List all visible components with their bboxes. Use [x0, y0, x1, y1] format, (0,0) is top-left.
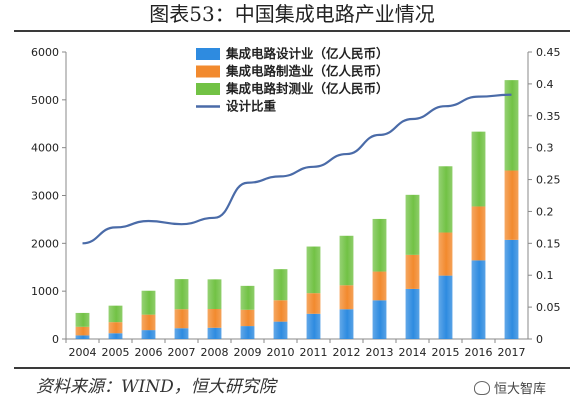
bar-packaging: [339, 235, 354, 286]
bar-packaging: [174, 279, 189, 310]
y-tick-label: 3000: [31, 190, 59, 203]
bar-packaging: [207, 279, 222, 310]
bar-packaging: [405, 194, 420, 255]
legend-label: 集成电路封测业（亿人民币）: [225, 81, 389, 96]
bar-manufacture: [207, 309, 222, 328]
y2-tick-label: 0.25: [536, 174, 561, 187]
legend-swatch: [196, 83, 220, 95]
bar-manufacture: [504, 170, 519, 240]
bar-design: [108, 333, 123, 339]
bar-packaging: [306, 246, 321, 294]
y2-tick-label: 0.35: [536, 110, 561, 123]
bar-packaging: [504, 80, 519, 171]
y2-tick-label: 0.3: [536, 142, 554, 155]
y-tick-label: 4000: [31, 142, 59, 155]
bar-manufacture: [372, 271, 387, 301]
x-tick-label: 2006: [135, 346, 163, 359]
x-tick-label: 2012: [333, 346, 361, 359]
x-tick-label: 2005: [102, 346, 130, 359]
bar-manufacture: [339, 285, 354, 310]
bar-design: [207, 327, 222, 339]
x-tick-label: 2015: [432, 346, 460, 359]
bar-manufacture: [75, 326, 90, 336]
x-tick-label: 2004: [69, 346, 97, 359]
title-divider: [14, 30, 570, 32]
bar-design: [75, 335, 90, 339]
y-tick-label: 1000: [31, 285, 59, 298]
bar-packaging: [438, 166, 453, 233]
x-tick-label: 2010: [267, 346, 295, 359]
bar-design: [141, 330, 156, 339]
legend-swatch: [196, 65, 220, 78]
bar-design: [471, 260, 486, 339]
y2-tick-label: 0.2: [536, 205, 554, 218]
bar-packaging: [240, 285, 255, 310]
wechat-icon: [474, 380, 490, 395]
bar-packaging: [108, 305, 123, 323]
bar-packaging: [372, 218, 387, 272]
x-tick-label: 2011: [300, 346, 328, 359]
legend-swatch: [196, 48, 220, 60]
watermark-text: 恒大智库: [494, 382, 547, 397]
y2-tick-label: 0.45: [536, 46, 561, 59]
bar-design: [174, 328, 189, 339]
y2-tick-label: 0.4: [536, 78, 554, 91]
watermark: 恒大智库: [474, 378, 546, 397]
bar-manufacture: [306, 293, 321, 314]
bar-packaging: [471, 131, 486, 207]
y2-tick-label: 0.15: [536, 237, 561, 250]
bar-design: [339, 309, 354, 339]
bar-design: [405, 288, 420, 339]
bar-packaging: [273, 269, 288, 301]
y2-tick-label: 0.1: [536, 269, 554, 282]
bar-manufacture: [141, 314, 156, 331]
bar-packaging: [141, 290, 156, 315]
legend-label: 集成电路设计业（亿人民币）: [225, 46, 389, 61]
bar-manufacture: [438, 232, 453, 276]
x-tick-label: 2014: [399, 346, 427, 359]
bar-design: [372, 300, 387, 339]
bar-design: [504, 239, 519, 339]
bar-manufacture: [240, 309, 255, 327]
x-tick-label: 2017: [498, 346, 526, 359]
bar-manufacture: [108, 322, 123, 334]
x-tick-label: 2009: [234, 346, 262, 359]
y2-tick-label: 0: [536, 333, 543, 346]
series-line-design-ratio: [82, 93, 512, 245]
legend-label: 集成电路制造业（亿人民币）: [225, 64, 389, 79]
x-tick-label: 2007: [168, 346, 196, 359]
x-tick-label: 2013: [366, 346, 394, 359]
y-tick-label: 0: [52, 333, 59, 346]
bar-manufacture: [471, 206, 486, 261]
x-tick-label: 2016: [465, 346, 493, 359]
source-note: 资料来源：WIND，恒大研究院: [36, 377, 276, 397]
y2-tick-label: 0.05: [536, 301, 561, 314]
bar-packaging: [75, 312, 90, 327]
bar-manufacture: [273, 300, 288, 322]
bar-design: [438, 275, 453, 339]
bar-manufacture: [405, 254, 420, 289]
y-tick-label: 2000: [31, 237, 59, 250]
x-tick-label: 2008: [201, 346, 229, 359]
y-tick-label: 6000: [31, 46, 59, 59]
ic-industry-chart: 0 1000 2000 3000 4000 5000 6000 0 0.05 0.1 0.15 0.2…: [31, 46, 561, 359]
y-tick-label: 5000: [31, 94, 59, 107]
bar-design: [240, 326, 255, 339]
bar-manufacture: [174, 309, 189, 329]
bar-design: [306, 313, 321, 339]
footer-divider: [14, 367, 570, 369]
bar-design: [273, 321, 288, 339]
page-title: 图表53：中国集成电路产业情况: [149, 2, 435, 26]
legend-label: 设计比重: [226, 99, 277, 114]
